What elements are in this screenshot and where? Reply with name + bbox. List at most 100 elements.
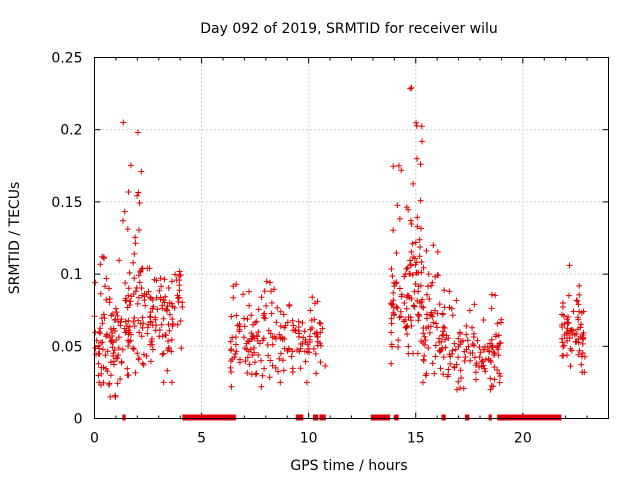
data-point bbox=[140, 361, 147, 368]
data-point bbox=[244, 316, 251, 323]
data-point bbox=[251, 349, 258, 356]
data-point bbox=[312, 350, 319, 357]
data-point bbox=[471, 301, 478, 308]
data-point bbox=[470, 342, 477, 349]
data-point bbox=[458, 374, 465, 381]
data-point bbox=[455, 335, 462, 342]
data-point bbox=[408, 84, 415, 91]
data-point bbox=[125, 285, 132, 292]
data-point bbox=[125, 189, 132, 196]
data-point bbox=[109, 344, 116, 351]
data-point bbox=[113, 336, 120, 343]
data-point bbox=[456, 329, 463, 336]
data-point bbox=[118, 359, 125, 366]
data-point bbox=[403, 305, 410, 312]
data-point bbox=[408, 317, 415, 324]
data-point bbox=[289, 348, 296, 355]
data-point bbox=[286, 346, 293, 353]
data-point bbox=[467, 349, 474, 356]
data-point bbox=[307, 307, 314, 314]
data-point bbox=[135, 356, 142, 363]
x-axis-label: GPS time / hours bbox=[290, 458, 407, 474]
data-point bbox=[230, 294, 237, 301]
data-point bbox=[309, 294, 316, 301]
data-point bbox=[277, 379, 284, 386]
data-point bbox=[441, 324, 448, 331]
data-point bbox=[107, 372, 114, 379]
data-point bbox=[413, 155, 420, 162]
data-point bbox=[457, 367, 464, 374]
data-point bbox=[92, 329, 99, 336]
data-point bbox=[417, 225, 424, 232]
data-point bbox=[424, 283, 431, 290]
data-point bbox=[314, 333, 321, 340]
data-point bbox=[449, 312, 456, 319]
data-point bbox=[411, 288, 418, 295]
data-point bbox=[174, 321, 181, 328]
data-point bbox=[491, 376, 498, 383]
data-point bbox=[419, 138, 426, 145]
data-point bbox=[414, 350, 421, 357]
data-point bbox=[389, 343, 396, 350]
data-point bbox=[563, 352, 570, 359]
data-point bbox=[436, 301, 443, 308]
data-point bbox=[261, 288, 268, 295]
data-point bbox=[119, 346, 126, 353]
data-point bbox=[402, 316, 409, 323]
data-point bbox=[425, 345, 432, 352]
data-point bbox=[144, 330, 151, 337]
data-point bbox=[418, 123, 425, 130]
data-point bbox=[272, 335, 279, 342]
data-point bbox=[169, 316, 176, 323]
data-point bbox=[423, 247, 430, 254]
data-point bbox=[579, 350, 586, 357]
data-point bbox=[110, 339, 117, 346]
data-point bbox=[561, 320, 568, 327]
data-point bbox=[172, 271, 179, 278]
data-point bbox=[426, 296, 433, 303]
data-point bbox=[248, 312, 255, 319]
data-point bbox=[400, 318, 407, 325]
data-point bbox=[414, 223, 421, 230]
data-point bbox=[134, 192, 141, 199]
data-point bbox=[445, 366, 452, 373]
data-point bbox=[124, 365, 131, 372]
tick-labels: 0 5 10 15 20 0 0.05 0.1 0.15 0.2 0.25 bbox=[51, 51, 531, 447]
data-point bbox=[253, 370, 260, 377]
data-point bbox=[147, 294, 154, 301]
data-point bbox=[496, 370, 503, 377]
data-point bbox=[297, 340, 304, 347]
y-tick-label: 0.2 bbox=[60, 123, 82, 139]
data-point bbox=[165, 321, 172, 328]
data-point bbox=[156, 333, 163, 340]
data-point bbox=[559, 303, 566, 310]
data-point bbox=[496, 340, 503, 347]
data-point bbox=[429, 279, 436, 286]
data-point bbox=[144, 324, 151, 331]
data-point bbox=[451, 364, 458, 371]
data-point bbox=[132, 369, 139, 376]
data-point bbox=[249, 333, 256, 340]
data-point bbox=[251, 359, 258, 366]
data-point bbox=[417, 197, 424, 204]
data-point bbox=[130, 290, 137, 297]
data-point bbox=[127, 162, 134, 169]
data-point bbox=[429, 313, 436, 320]
data-point bbox=[102, 283, 109, 290]
data-point bbox=[560, 312, 567, 319]
data-point bbox=[139, 324, 146, 331]
data-point bbox=[393, 250, 400, 257]
data-point bbox=[259, 337, 266, 344]
data-point bbox=[139, 314, 146, 321]
data-point bbox=[410, 302, 417, 309]
data-point bbox=[568, 347, 575, 354]
data-point bbox=[388, 266, 395, 273]
data-point bbox=[271, 286, 278, 293]
data-point bbox=[103, 331, 110, 338]
data-point bbox=[299, 319, 306, 326]
data-point bbox=[262, 315, 269, 322]
data-point bbox=[446, 304, 453, 311]
data-point bbox=[114, 312, 121, 319]
data-point bbox=[152, 316, 159, 323]
data-point bbox=[418, 269, 425, 276]
